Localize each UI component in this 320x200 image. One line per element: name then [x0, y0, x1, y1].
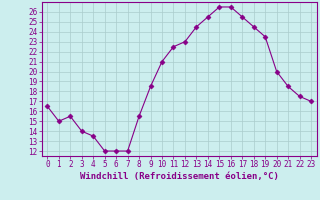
X-axis label: Windchill (Refroidissement éolien,°C): Windchill (Refroidissement éolien,°C): [80, 172, 279, 181]
